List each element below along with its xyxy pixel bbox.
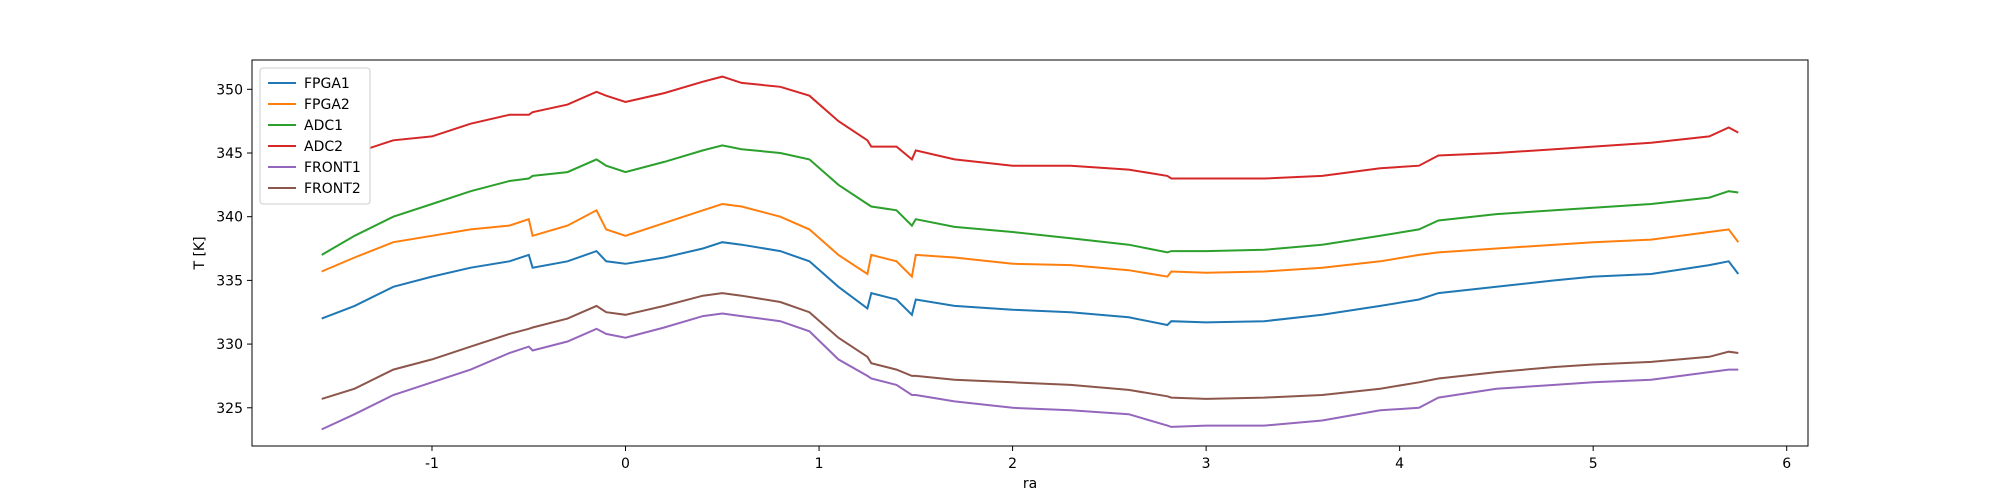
- y-tick-label: 350: [216, 82, 243, 98]
- y-tick-label: 340: [216, 210, 243, 226]
- y-tick-label: 330: [216, 337, 243, 353]
- legend-box: [259, 67, 371, 205]
- x-tick-label: 3: [1202, 456, 1211, 472]
- series-line: [321, 75, 1739, 180]
- x-tick-label: 2: [1008, 456, 1017, 472]
- legend: FPGA1 FPGA2 ADC1 ADC2 FRONT1 FRONT2: [259, 67, 371, 205]
- legend-label: ADC1: [304, 118, 343, 134]
- x-tick-label: 1: [815, 456, 824, 472]
- series-line: [321, 292, 1739, 400]
- series-line: [321, 241, 1740, 327]
- legend-label: FRONT1: [304, 160, 361, 176]
- y-tick-label: 335: [216, 273, 243, 289]
- series-line: [321, 202, 1740, 279]
- legend-label: FRONT2: [304, 181, 361, 197]
- x-tick-label: 0: [621, 456, 630, 472]
- x-tick-label: 4: [1395, 456, 1404, 472]
- x-tick-label: 6: [1782, 456, 1791, 472]
- y-tick-label: 325: [216, 401, 243, 417]
- y-tick-label: 345: [216, 146, 243, 162]
- x-axis-label: ra: [1023, 476, 1037, 492]
- series-line: [321, 144, 1739, 256]
- y-axis-label: T [K]: [192, 236, 208, 270]
- plot-frame: [251, 59, 1809, 447]
- x-tick-label: 5: [1589, 456, 1598, 472]
- legend-label: FPGA1: [304, 76, 350, 92]
- x-tick-label: -1: [425, 456, 439, 472]
- legend-label: FPGA2: [304, 97, 350, 113]
- series-line: [321, 312, 1739, 431]
- legend-label: ADC2: [304, 139, 343, 155]
